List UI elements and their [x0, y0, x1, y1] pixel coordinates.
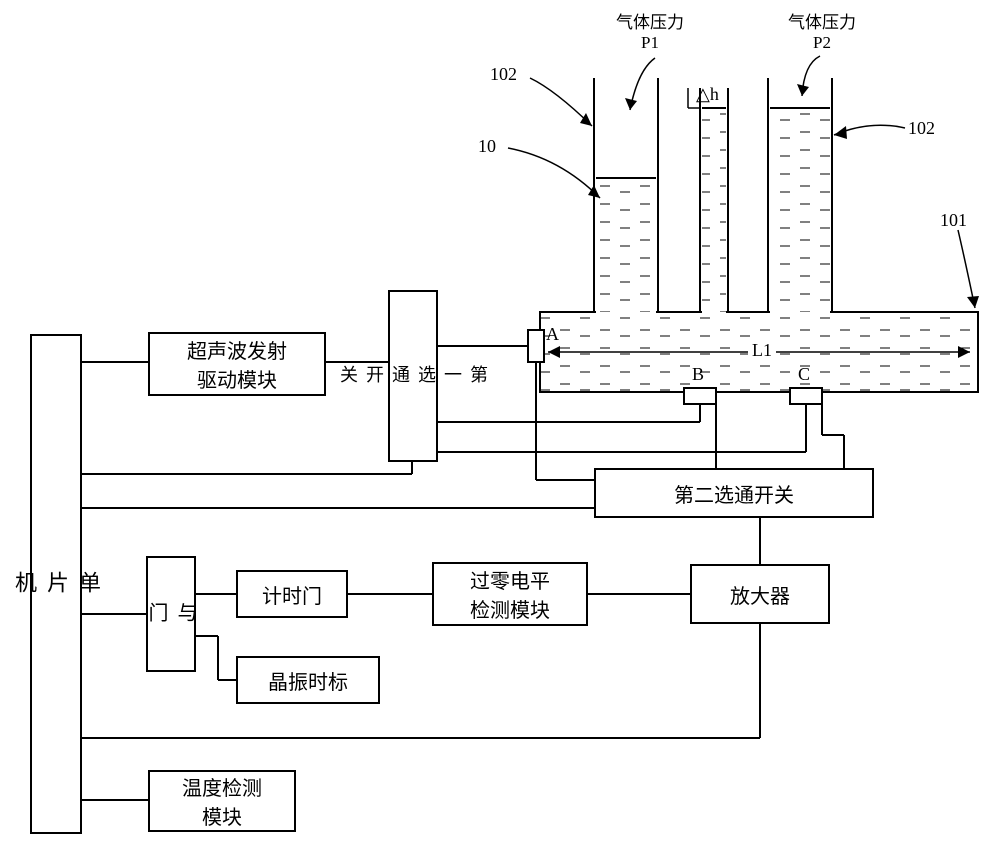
zero-cross-text: 过零电平检测模块 — [470, 565, 550, 623]
temp-detect-text: 温度检测模块 — [182, 772, 262, 830]
label-gas-p2: 气体压力P2 — [788, 8, 856, 53]
block-temp-detect: 温度检测模块 — [148, 770, 296, 832]
label-l1: L1 — [748, 340, 776, 361]
ref-102-left: 102 — [490, 64, 517, 85]
block-zero-cross: 过零电平检测模块 — [432, 562, 588, 626]
ultrasonic-drive-text: 超声波发射驱动模块 — [187, 335, 287, 393]
block-and-gate: 与门 — [146, 556, 196, 672]
block-switch1: 第一选通开关 — [388, 290, 438, 462]
block-ultrasonic-drive: 超声波发射驱动模块 — [148, 332, 326, 396]
ref-102-right: 102 — [908, 118, 935, 139]
block-timer-gate: 计时门 — [236, 570, 348, 618]
ref-10: 10 — [478, 136, 496, 157]
block-amplifier: 放大器 — [690, 564, 830, 624]
label-delta-h: △h — [696, 84, 719, 105]
mcu-text: 单片机 — [8, 571, 104, 597]
marker-c: C — [798, 364, 810, 385]
and-gate-text: 与门 — [142, 602, 200, 626]
ref-101: 101 — [940, 210, 967, 231]
block-switch2: 第二选通开关 — [594, 468, 874, 518]
crystal-text: 晶振时标 — [268, 666, 348, 695]
block-crystal: 晶振时标 — [236, 656, 380, 704]
switch2-text: 第二选通开关 — [674, 479, 794, 508]
timer-gate-text: 计时门 — [262, 580, 322, 609]
switch1-text: 第一选通开关 — [335, 365, 491, 387]
marker-a: A — [546, 324, 559, 345]
label-gas-p1: 气体压力P1 — [616, 8, 684, 53]
diagram-svg — [0, 0, 1000, 845]
marker-b: B — [692, 364, 704, 385]
block-mcu: 单片机 — [30, 334, 82, 834]
amplifier-text: 放大器 — [730, 580, 790, 609]
